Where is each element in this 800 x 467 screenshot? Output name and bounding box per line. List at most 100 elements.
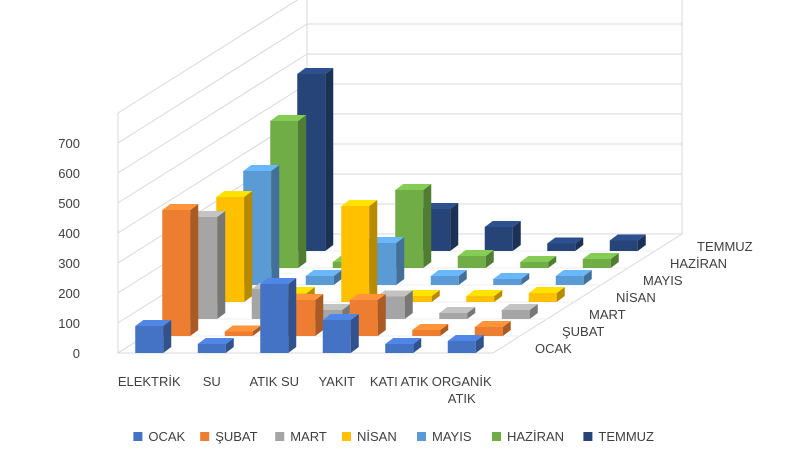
bar-side bbox=[556, 287, 565, 302]
y-tick-label: 700 bbox=[58, 136, 80, 151]
bar-top bbox=[216, 191, 253, 197]
depth-axis-label: TEMMUZ bbox=[697, 239, 753, 254]
legend-swatch bbox=[342, 432, 351, 441]
side-gridline bbox=[117, 23, 308, 144]
category-label: SU bbox=[203, 374, 221, 389]
bar-side bbox=[404, 290, 413, 319]
bar-side bbox=[423, 184, 432, 268]
bar-front bbox=[224, 331, 253, 336]
bar-side bbox=[298, 115, 307, 268]
bar-side bbox=[350, 314, 359, 353]
bar-front bbox=[197, 344, 226, 353]
bar-side bbox=[431, 290, 440, 302]
bar-front bbox=[493, 279, 522, 285]
bar-front bbox=[385, 344, 414, 353]
y-tick-label: 400 bbox=[58, 226, 80, 241]
bar-side bbox=[450, 203, 459, 251]
bar bbox=[457, 250, 494, 268]
y-tick-label: 200 bbox=[58, 286, 80, 301]
bar-side bbox=[190, 204, 199, 336]
bar-top bbox=[197, 338, 234, 344]
bar bbox=[555, 270, 592, 285]
bar-top bbox=[439, 307, 476, 313]
legend-label: MAYIS bbox=[432, 429, 472, 444]
legend-label: HAZİRAN bbox=[507, 429, 564, 444]
bar bbox=[474, 321, 511, 336]
bar bbox=[439, 307, 476, 319]
bar bbox=[582, 253, 619, 268]
bar-side bbox=[315, 294, 324, 336]
bar-front bbox=[501, 310, 530, 319]
bar-side bbox=[396, 237, 405, 285]
bar-front bbox=[447, 341, 476, 353]
bar-front bbox=[547, 243, 576, 251]
bar-front bbox=[162, 210, 191, 336]
bar-side bbox=[502, 321, 511, 336]
bar-front bbox=[260, 284, 289, 353]
depth-axis-label: HAZİRAN bbox=[670, 256, 727, 271]
bar bbox=[224, 325, 261, 336]
bar-top bbox=[224, 325, 261, 332]
bar bbox=[135, 320, 172, 353]
bar-top bbox=[412, 324, 449, 330]
bar bbox=[609, 234, 646, 251]
bar-top bbox=[135, 320, 172, 326]
bar-front bbox=[314, 310, 343, 319]
legend-item: OCAK bbox=[133, 429, 186, 444]
bar-top bbox=[528, 287, 565, 293]
bar-side bbox=[440, 324, 449, 336]
bar bbox=[547, 237, 584, 251]
bar-side bbox=[521, 273, 530, 285]
bar-front bbox=[430, 276, 459, 285]
bar bbox=[197, 338, 234, 353]
bar-front bbox=[439, 313, 468, 319]
legend-swatch bbox=[133, 432, 143, 441]
bar bbox=[341, 200, 378, 302]
bar-side bbox=[467, 307, 476, 319]
bar-front bbox=[520, 262, 549, 268]
bar-front bbox=[457, 256, 486, 268]
bars-layer bbox=[135, 68, 646, 353]
bar-top bbox=[447, 335, 484, 341]
category-label: ELEKTRİK bbox=[118, 374, 181, 389]
bar-front bbox=[484, 227, 513, 251]
side-gridline bbox=[117, 53, 308, 174]
category-label: ATIK SU bbox=[249, 374, 299, 389]
legend-label: ŞUBAT bbox=[215, 429, 257, 444]
bar-top bbox=[430, 270, 467, 276]
bar-top bbox=[243, 165, 280, 171]
bar-side bbox=[163, 320, 172, 353]
y-tick-label: 500 bbox=[58, 196, 80, 211]
legend-swatch bbox=[200, 432, 210, 441]
legend-swatch bbox=[492, 432, 501, 441]
bar-side bbox=[377, 294, 386, 336]
bar-front bbox=[466, 296, 495, 302]
bar bbox=[501, 304, 538, 319]
bar bbox=[395, 184, 432, 268]
legend-label: OCAK bbox=[148, 429, 185, 444]
bar-side bbox=[217, 211, 226, 319]
bar-front bbox=[322, 320, 351, 353]
bar-side bbox=[458, 270, 467, 285]
bar-front bbox=[403, 296, 432, 302]
bar bbox=[528, 287, 565, 302]
bar bbox=[520, 256, 557, 268]
side-gridline bbox=[117, 83, 308, 204]
bar-front bbox=[474, 327, 503, 336]
y-tick-label: 0 bbox=[73, 346, 80, 361]
bar-front bbox=[609, 240, 638, 251]
legend-item: ŞUBAT bbox=[200, 429, 258, 444]
bar-front bbox=[555, 276, 584, 285]
depth-axis-label: MART bbox=[589, 307, 626, 322]
category-label: KATI ATIK bbox=[370, 374, 429, 389]
legend-item: TEMMUZ bbox=[583, 429, 654, 444]
bar-side bbox=[637, 234, 646, 251]
bar-side bbox=[583, 270, 592, 285]
bar-top bbox=[270, 115, 307, 121]
depth-axis-label: ŞUBAT bbox=[562, 324, 604, 339]
bar-front bbox=[412, 330, 441, 336]
legend-swatch bbox=[583, 432, 593, 441]
bar-top bbox=[385, 338, 422, 344]
bar bbox=[412, 324, 449, 336]
